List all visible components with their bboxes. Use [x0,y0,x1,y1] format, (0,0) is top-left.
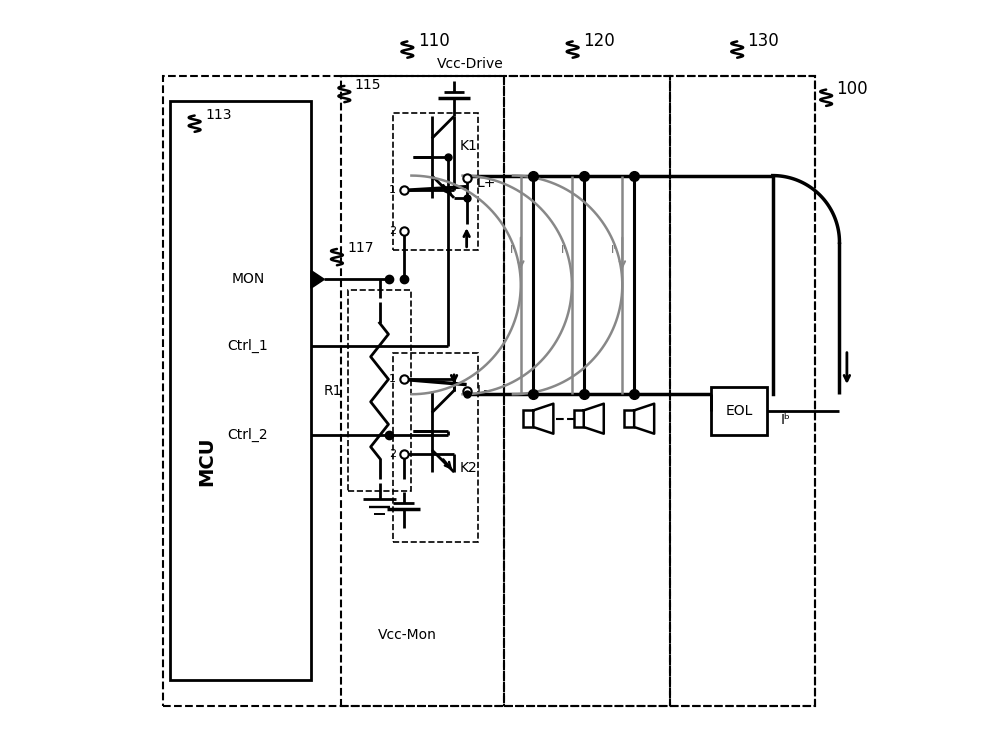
Text: Iᵇ: Iᵇ [780,413,790,427]
Polygon shape [634,404,654,434]
Text: MCU: MCU [198,436,217,486]
Bar [348,290,411,490]
Text: MON: MON [231,272,265,286]
Text: K2: K2 [459,461,477,475]
Bar [574,411,584,427]
Text: 100: 100 [837,80,868,98]
Text: R1: R1 [324,383,342,397]
Text: L+: L+ [476,176,496,190]
Polygon shape [533,404,553,434]
Text: Iⁱ: Iⁱ [561,245,566,254]
Text: Ctrl_1: Ctrl_1 [228,339,268,353]
Text: 110: 110 [418,32,449,50]
Bar [393,353,478,542]
Bar [393,112,478,250]
Bar [670,75,815,705]
Text: EOL: EOL [726,403,753,417]
Text: Vcc-Mon: Vcc-Mon [378,628,437,642]
Text: 120: 120 [583,32,615,50]
Text: 2: 2 [389,449,396,458]
Polygon shape [584,404,604,434]
Text: 130: 130 [748,32,779,50]
Text: Ctrl_2: Ctrl_2 [228,428,268,442]
Text: Iⁱ: Iⁱ [510,245,515,254]
Text: 115: 115 [355,78,381,92]
Text: 1: 1 [389,374,396,385]
Bar [624,411,634,427]
Text: L-: L- [476,383,489,397]
Bar [523,411,533,427]
Text: 113: 113 [205,108,231,122]
Text: Iⁱ: Iⁱ [611,245,616,254]
Bar [163,75,815,705]
Text: Vcc-Drive: Vcc-Drive [437,57,504,71]
Text: 1: 1 [389,185,396,196]
Polygon shape [311,271,324,288]
Bar [504,75,670,705]
Text: 117: 117 [347,241,374,255]
Bar [170,101,311,679]
Text: 2: 2 [389,226,396,236]
Bar [341,75,504,705]
Text: K1: K1 [459,139,477,153]
Bar [711,387,767,435]
